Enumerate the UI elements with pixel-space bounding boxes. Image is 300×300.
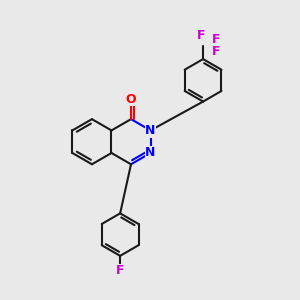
Text: F: F xyxy=(197,29,206,42)
Text: O: O xyxy=(126,93,136,106)
Text: N: N xyxy=(146,124,156,137)
Text: F: F xyxy=(116,264,124,277)
Text: F: F xyxy=(212,33,220,46)
Text: F: F xyxy=(212,45,220,58)
Text: N: N xyxy=(146,146,156,160)
